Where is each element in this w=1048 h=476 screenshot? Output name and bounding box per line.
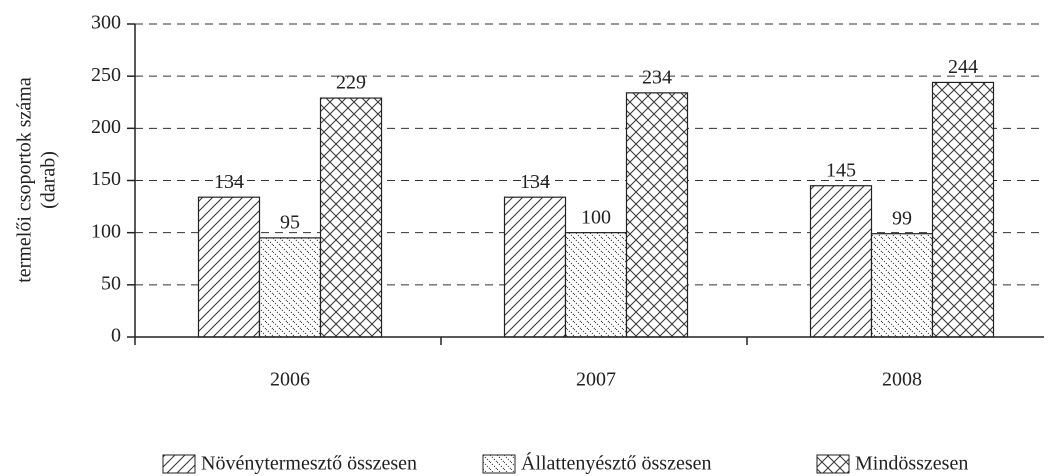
y-tick-label: 0: [111, 325, 121, 347]
legend-label: Állattenyésztő összesen: [521, 452, 712, 475]
bar: [319, 97, 383, 338]
y-tick-label: 100: [91, 220, 121, 242]
x-tick-label: 2006: [270, 369, 310, 391]
value-label: 234: [642, 66, 672, 88]
y-axis-label: termelői csoportok száma: [14, 77, 36, 283]
y-tick-label: 300: [91, 12, 121, 34]
legend-swatch: [482, 454, 516, 474]
legend-swatch: [816, 454, 850, 474]
y-axis-label: (darab): [38, 151, 60, 209]
x-tick-label: 2008: [882, 369, 922, 391]
x-tick-label: 2007: [576, 369, 616, 391]
value-label: 145: [826, 159, 856, 181]
value-label: 244: [948, 56, 978, 78]
bar: [503, 196, 567, 338]
bar: [564, 232, 628, 338]
y-tick-label: 200: [91, 116, 121, 138]
value-label: 95: [280, 211, 300, 233]
value-label: 134: [214, 171, 244, 193]
bar: [931, 81, 995, 338]
bar: [809, 185, 873, 338]
legend-label: Mindösszesen: [855, 453, 968, 475]
value-label: 134: [520, 171, 550, 193]
y-tick-label: 50: [101, 272, 121, 294]
bar: [258, 237, 322, 338]
value-label: 100: [581, 206, 611, 228]
bar: [870, 233, 934, 338]
legend-swatch: [162, 454, 196, 474]
value-label: 229: [336, 72, 366, 94]
y-tick-label: 150: [91, 168, 121, 190]
bar: [625, 92, 689, 338]
legend-label: Növénytermesztő összesen: [201, 453, 417, 475]
y-tick-label: 250: [91, 64, 121, 86]
value-label: 99: [892, 207, 912, 229]
bar: [197, 196, 261, 338]
